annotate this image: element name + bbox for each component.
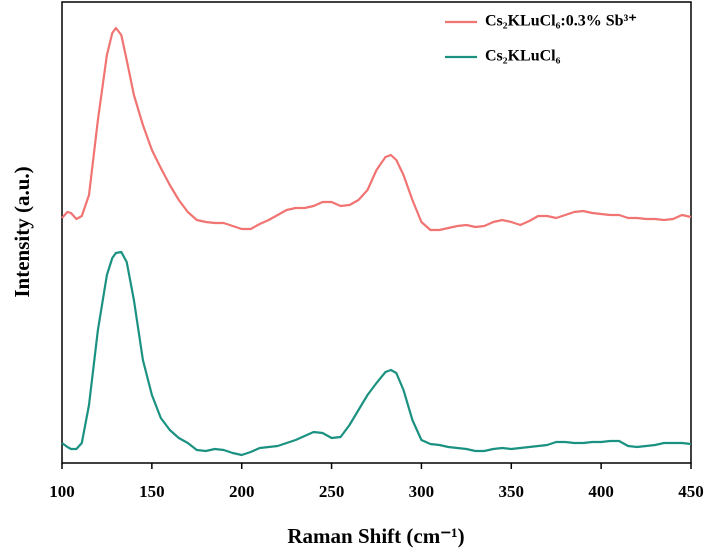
- x-tick-label: 300: [409, 482, 435, 501]
- x-axis-label: Raman Shift (cm⁻¹): [287, 524, 464, 548]
- y-axis-label: Intensity (a.u.): [10, 166, 34, 297]
- x-tick-label: 350: [499, 482, 525, 501]
- x-tick-label: 200: [229, 482, 255, 501]
- plot-frame: [61, 1, 692, 464]
- x-tick-label: 400: [588, 482, 614, 501]
- legend-label: Cs₂KLuCl₆:0.3% Sb³⁺: [485, 13, 637, 30]
- legend-label: Cs₂KLuCl₆: [485, 48, 561, 65]
- x-tick-label: 100: [49, 482, 75, 501]
- series-line: [61, 26, 692, 232]
- x-tick-label: 250: [319, 482, 345, 501]
- x-tick-label: 150: [139, 482, 165, 501]
- series-line: [61, 250, 692, 457]
- x-tick-label: 450: [678, 482, 704, 501]
